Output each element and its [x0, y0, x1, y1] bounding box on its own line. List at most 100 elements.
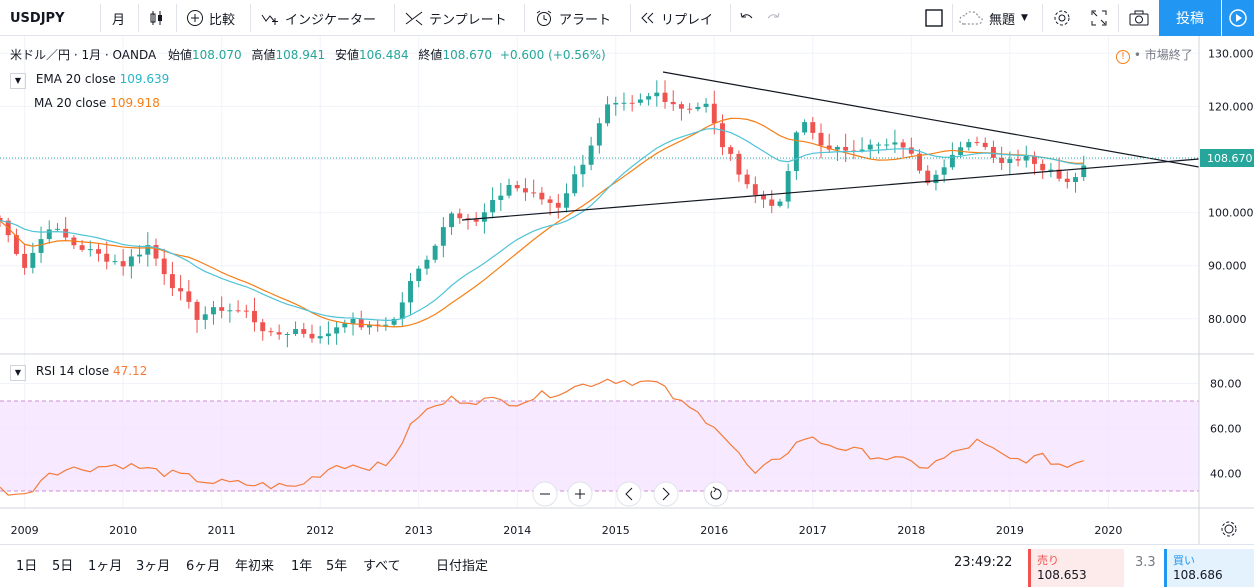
rsi-legend[interactable]: ▼ RSI 14 close 47.12	[10, 364, 147, 381]
candle-body	[728, 147, 734, 154]
candle-body	[843, 146, 849, 151]
plus-circle-icon	[187, 10, 203, 26]
zoom-out-button[interactable]	[532, 481, 558, 507]
snapshot-button[interactable]	[1128, 0, 1150, 36]
last-price-tag	[1200, 149, 1254, 167]
candle-body	[522, 188, 528, 193]
candle-body	[375, 324, 381, 326]
price-tick-label: 120.000	[1208, 100, 1254, 113]
ma-legend[interactable]: MA 20 close 109.918	[34, 96, 160, 110]
divider	[730, 4, 731, 32]
range-all[interactable]: すべて	[363, 559, 401, 574]
divider	[394, 4, 395, 32]
indicators-button[interactable]: インジケーター	[260, 0, 376, 36]
candle-body	[949, 154, 955, 168]
fullscreen-button[interactable]	[1090, 0, 1108, 36]
candle-body	[514, 184, 520, 189]
candle-body	[424, 259, 430, 269]
candle-body	[974, 142, 980, 144]
candle-body	[1048, 169, 1054, 171]
range-5y[interactable]: 5年	[326, 559, 348, 574]
play-button[interactable]	[1222, 0, 1254, 36]
range-6m[interactable]: 6ヶ月	[186, 559, 221, 574]
candle-body	[22, 253, 28, 268]
templates-button[interactable]: テンプレート	[404, 0, 507, 36]
divider	[1042, 4, 1043, 32]
replay-button[interactable]: リプレイ	[640, 0, 713, 36]
candle-body	[531, 192, 537, 194]
chevron-down-icon: ▼	[1021, 13, 1028, 23]
ema-legend[interactable]: ▼ EMA 20 close 109.639	[10, 72, 169, 89]
goto-date-button[interactable]: 日付指定	[436, 559, 489, 574]
redo-icon	[767, 12, 780, 19]
play-circle-icon	[1229, 9, 1247, 27]
candle-body	[859, 149, 865, 151]
publish-button[interactable]: 投稿	[1159, 0, 1221, 36]
candle-body	[252, 310, 257, 323]
candle-body	[933, 174, 939, 184]
candle-body	[564, 193, 569, 208]
candle-body	[128, 256, 134, 267]
rsi-axis[interactable]: 80.00 60.00 40.00	[1210, 378, 1242, 481]
time-tick-label: 2014	[503, 524, 531, 537]
sell-button[interactable]: 売り 108.653	[1028, 549, 1124, 587]
candle-body	[662, 92, 668, 102]
candle-body	[687, 108, 693, 110]
open-value: 108.070	[192, 48, 242, 62]
upper-trendline[interactable]	[662, 71, 1200, 168]
candle-body	[982, 142, 988, 147]
reset-chart-button[interactable]	[703, 481, 729, 507]
settings-icon[interactable]	[1221, 521, 1237, 537]
candle-body	[276, 332, 282, 335]
candle-body	[580, 164, 586, 175]
range-ytd[interactable]: 年初来	[235, 559, 275, 574]
chart-canvas[interactable]: 130.000120.000110.000100.00090.00080.000…	[0, 36, 1254, 544]
range-3m[interactable]: 3ヶ月	[136, 559, 171, 574]
time-tick-label: 2012	[306, 524, 334, 537]
scroll-right-button[interactable]	[653, 481, 679, 507]
candle-body	[325, 333, 331, 337]
candle-body	[637, 99, 643, 103]
collapse-icon[interactable]: ▼	[10, 73, 26, 89]
redo-button[interactable]	[764, 0, 782, 36]
collapse-icon[interactable]: ▼	[10, 365, 26, 381]
symbol-search[interactable]: USDJPY	[10, 10, 65, 26]
settings-button[interactable]	[1052, 0, 1072, 36]
candle-body	[317, 336, 323, 339]
candle-body	[96, 249, 101, 254]
alert-button[interactable]: アラート	[534, 0, 611, 36]
buy-button[interactable]: 買い 108.686	[1164, 549, 1254, 587]
chart-style-button[interactable]	[148, 0, 166, 36]
candle-body	[793, 132, 799, 172]
candle-body	[908, 147, 914, 154]
range-5d[interactable]: 5日	[52, 559, 74, 574]
expand-icon	[1091, 10, 1107, 26]
scroll-left-button[interactable]	[616, 481, 642, 507]
symbol-title: 米ドル／円 · 1月 · OANDA	[10, 48, 157, 62]
gear-icon	[1054, 10, 1070, 26]
divider	[138, 4, 139, 32]
layout-name-button[interactable]: 無題 ▼	[958, 0, 1028, 36]
compare-button[interactable]: 比較	[186, 0, 235, 36]
candle-body	[449, 213, 455, 228]
candle-body	[900, 142, 906, 148]
range-1y[interactable]: 1年	[291, 559, 313, 574]
candle-body	[892, 142, 898, 145]
square-icon	[925, 9, 943, 27]
undo-button[interactable]	[738, 0, 756, 36]
candle-body	[999, 157, 1005, 163]
candle-body	[210, 307, 216, 315]
range-1m[interactable]: 1ヶ月	[88, 559, 123, 574]
range-1d[interactable]: 1日	[16, 559, 38, 574]
interval-button[interactable]: 月	[112, 12, 126, 28]
fullscreen-select-button[interactable]	[924, 0, 944, 36]
lower-trendline[interactable]	[461, 158, 1200, 221]
candles-icon	[150, 11, 162, 25]
rsi-line	[0, 378, 1084, 496]
zoom-in-button[interactable]	[567, 481, 593, 507]
rsi-tick-label: 40.00	[1210, 468, 1242, 481]
time-axis[interactable]: 2009 2010 2011 2012 2013 2014 2015 2016 2017 2018…	[11, 524, 1123, 537]
candle-body	[383, 324, 389, 326]
candle-body	[490, 199, 496, 213]
